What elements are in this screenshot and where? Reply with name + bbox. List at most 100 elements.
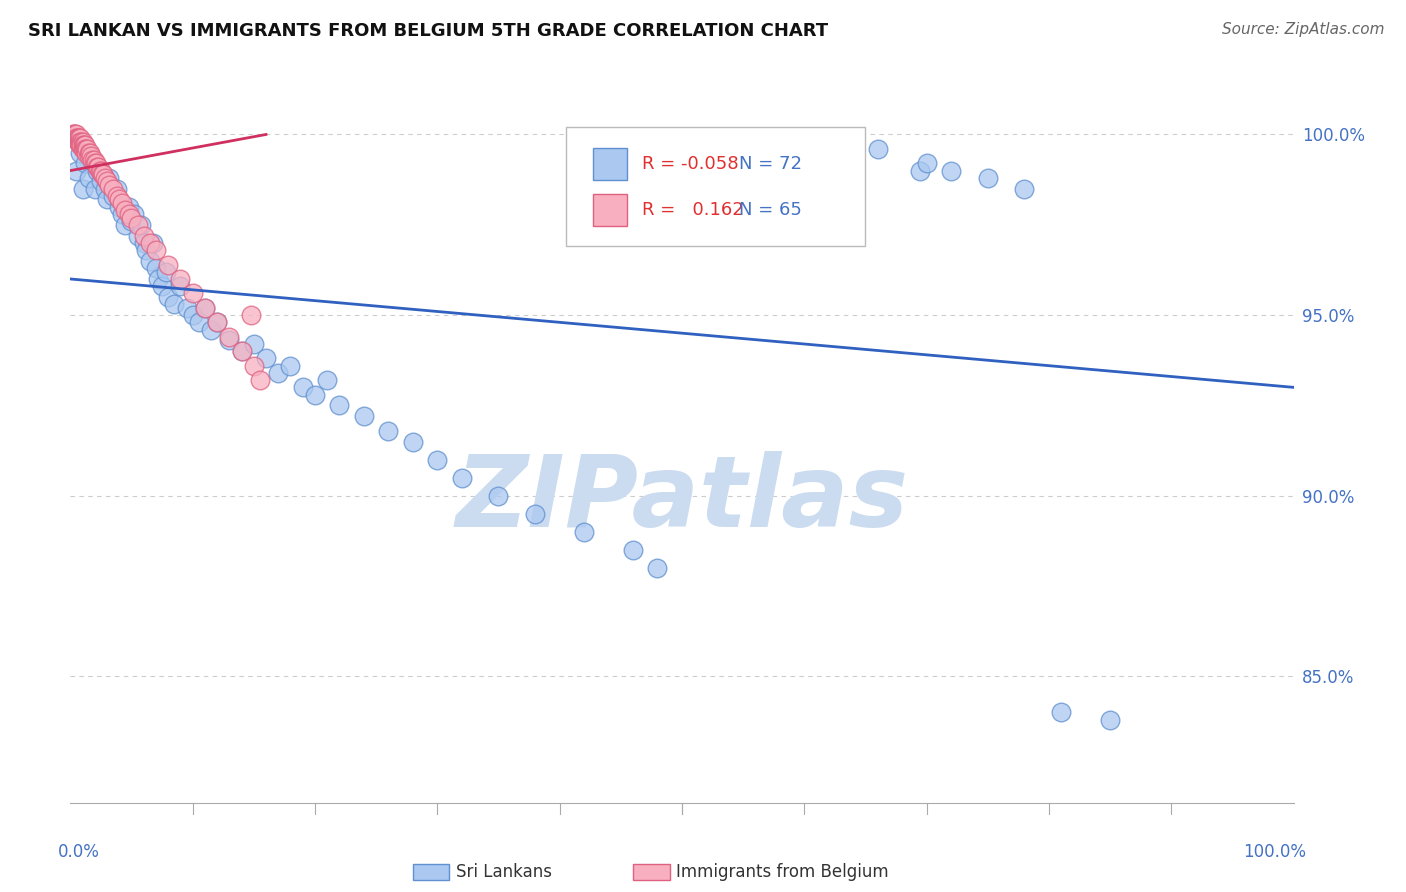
Point: [793, 138, 815, 153]
Point: [240, 308, 263, 322]
Point: [72, 181, 94, 195]
Text: Immigrants from Belgium: Immigrants from Belgium: [676, 863, 889, 881]
Point: [69, 138, 91, 153]
Point: [70, 138, 93, 153]
Point: [63, 128, 86, 142]
FancyBboxPatch shape: [592, 148, 627, 179]
Point: [79, 145, 101, 160]
Point: [976, 170, 998, 185]
Point: [267, 366, 290, 380]
Point: [114, 203, 136, 218]
Point: [63, 128, 86, 142]
Point: [118, 200, 141, 214]
Point: [66, 131, 89, 145]
Point: [1099, 713, 1122, 727]
Point: [83, 156, 105, 170]
Point: [132, 228, 155, 243]
Point: [377, 424, 399, 438]
Point: [73, 138, 96, 153]
Point: [69, 135, 91, 149]
Point: [72, 135, 94, 149]
Point: [118, 207, 141, 221]
Point: [93, 181, 115, 195]
Point: [72, 138, 94, 153]
Point: [129, 218, 152, 232]
Point: [939, 163, 962, 178]
Point: [76, 142, 98, 156]
Point: [83, 181, 105, 195]
Point: [98, 178, 121, 192]
Text: SRI LANKAN VS IMMIGRANTS FROM BELGIUM 5TH GRADE CORRELATION CHART: SRI LANKAN VS IMMIGRANTS FROM BELGIUM 5T…: [28, 22, 828, 40]
Point: [69, 145, 91, 160]
Point: [121, 214, 143, 228]
Point: [65, 163, 87, 178]
Point: [402, 434, 425, 449]
Point: [621, 542, 644, 557]
Point: [82, 153, 104, 167]
Point: [866, 142, 889, 156]
Point: [132, 235, 155, 250]
Point: [75, 145, 97, 160]
Point: [127, 228, 149, 243]
Point: [142, 235, 165, 250]
Point: [73, 156, 96, 170]
Point: [647, 561, 669, 575]
Point: [98, 170, 121, 185]
FancyBboxPatch shape: [592, 194, 627, 226]
Point: [89, 163, 111, 178]
Point: [91, 167, 114, 181]
Point: [66, 131, 89, 145]
Point: [73, 142, 96, 156]
Text: 0.0%: 0.0%: [58, 843, 100, 861]
Point: [101, 181, 124, 195]
Point: [83, 153, 105, 167]
FancyBboxPatch shape: [633, 864, 669, 880]
Point: [73, 138, 96, 153]
Point: [181, 308, 204, 322]
Point: [72, 142, 94, 156]
Point: [70, 135, 93, 149]
Point: [181, 286, 204, 301]
Point: [254, 351, 277, 366]
Point: [77, 149, 100, 163]
Point: [105, 181, 128, 195]
Point: [86, 163, 108, 178]
Point: [231, 344, 253, 359]
Point: [194, 301, 217, 315]
Point: [830, 138, 852, 153]
Point: [114, 218, 136, 232]
Point: [84, 156, 107, 170]
Point: [243, 337, 266, 351]
Point: [450, 470, 472, 484]
Point: [426, 452, 449, 467]
Point: [148, 272, 170, 286]
Point: [80, 149, 103, 163]
Text: Sri Lankans: Sri Lankans: [456, 863, 551, 881]
Point: [488, 489, 510, 503]
Point: [90, 163, 112, 178]
Point: [187, 315, 209, 329]
Text: N = 65: N = 65: [740, 201, 803, 219]
Point: [75, 142, 97, 156]
Point: [62, 128, 84, 142]
Point: [176, 301, 198, 315]
Point: [915, 156, 938, 170]
Point: [194, 301, 217, 315]
Point: [111, 196, 134, 211]
Point: [291, 380, 314, 394]
Point: [280, 359, 302, 373]
Point: [1050, 706, 1073, 720]
Point: [90, 174, 112, 188]
Point: [155, 265, 177, 279]
Point: [82, 153, 104, 167]
Point: [145, 261, 167, 276]
Point: [218, 334, 240, 348]
Text: R =   0.162: R = 0.162: [641, 201, 744, 219]
Point: [93, 170, 115, 185]
Point: [231, 344, 253, 359]
Point: [249, 373, 271, 387]
Point: [205, 315, 228, 329]
Point: [77, 170, 100, 185]
Text: R = -0.058: R = -0.058: [641, 155, 738, 173]
Point: [817, 135, 839, 149]
